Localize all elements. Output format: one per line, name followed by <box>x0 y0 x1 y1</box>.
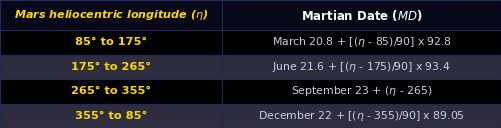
Text: 265° to 355°: 265° to 355° <box>71 86 151 96</box>
Bar <box>0 0 222 30</box>
Bar <box>0 104 222 128</box>
Text: 175° to 265°: 175° to 265° <box>71 62 151 72</box>
Bar <box>222 79 501 104</box>
Text: March 20.8 + [($\mathit{\eta}$ - 85)/90] x 92.8: March 20.8 + [($\mathit{\eta}$ - 85)/90]… <box>272 35 452 49</box>
Text: December 22 + [($\mathit{\eta}$ - 355)/90] x 89.05: December 22 + [($\mathit{\eta}$ - 355)/9… <box>259 109 465 123</box>
Text: 85° to 175°: 85° to 175° <box>75 37 147 47</box>
Text: 355° to 85°: 355° to 85° <box>75 111 147 121</box>
Bar <box>0 55 222 79</box>
Bar <box>0 79 222 104</box>
Bar <box>222 0 501 30</box>
Text: Martian Date ($\mathit{MD}$): Martian Date ($\mathit{MD}$) <box>301 8 422 23</box>
Bar <box>222 104 501 128</box>
Bar <box>222 30 501 55</box>
Text: September 23 + ($\mathit{\eta}$ - 265): September 23 + ($\mathit{\eta}$ - 265) <box>291 84 432 98</box>
Bar <box>222 55 501 79</box>
Text: June 21.6 + [($\mathit{\eta}$ - 175)/90] x 93.4: June 21.6 + [($\mathit{\eta}$ - 175)/90]… <box>273 60 451 74</box>
Bar <box>0 30 222 55</box>
Text: Mars heliocentric longitude ($\mathit{\eta}$): Mars heliocentric longitude ($\mathit{\e… <box>14 8 208 22</box>
